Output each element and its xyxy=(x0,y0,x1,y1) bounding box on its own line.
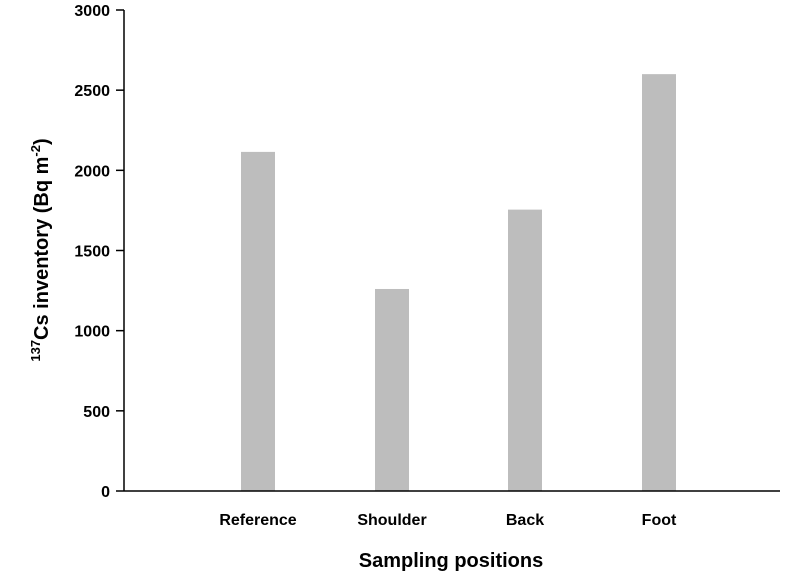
bar-back xyxy=(508,209,542,492)
y-tick-label-0: 0 xyxy=(101,484,110,501)
y-axis-title: 137Cs inventory (Bq m-2) xyxy=(28,138,53,361)
x-axis-title: Sampling positions xyxy=(359,550,543,572)
y-tick-label-2000: 2000 xyxy=(74,163,110,180)
x-tick-label-foot: Foot xyxy=(642,512,677,529)
y-ticks-group: 0 500 1000 1500 2000 2500 3000 xyxy=(74,3,124,501)
y-tick-label-3000: 3000 xyxy=(74,3,110,20)
y-axis-title-unit-superscript: -2 xyxy=(28,145,43,157)
y-tick-label-500: 500 xyxy=(83,404,110,421)
y-axis-title-isotope-superscript: 137 xyxy=(28,340,43,362)
y-tick-label-1500: 1500 xyxy=(74,244,110,261)
x-tick-labels-group: Reference Shoulder Back Foot xyxy=(219,512,677,529)
x-tick-label-shoulder: Shoulder xyxy=(357,512,426,529)
y-tick-label-2500: 2500 xyxy=(74,83,110,100)
bar-shoulder xyxy=(375,288,409,491)
bar-foot xyxy=(642,74,676,491)
x-tick-label-reference: Reference xyxy=(219,512,296,529)
bar-reference xyxy=(241,151,275,491)
y-axis-title-close: ) xyxy=(31,138,53,145)
bars-group xyxy=(241,74,676,492)
y-tick-label-1000: 1000 xyxy=(74,324,110,341)
x-tick-label-back: Back xyxy=(506,512,544,529)
axes-group xyxy=(123,10,780,492)
y-axis-title-main: Cs inventory (Bq m xyxy=(31,157,53,340)
